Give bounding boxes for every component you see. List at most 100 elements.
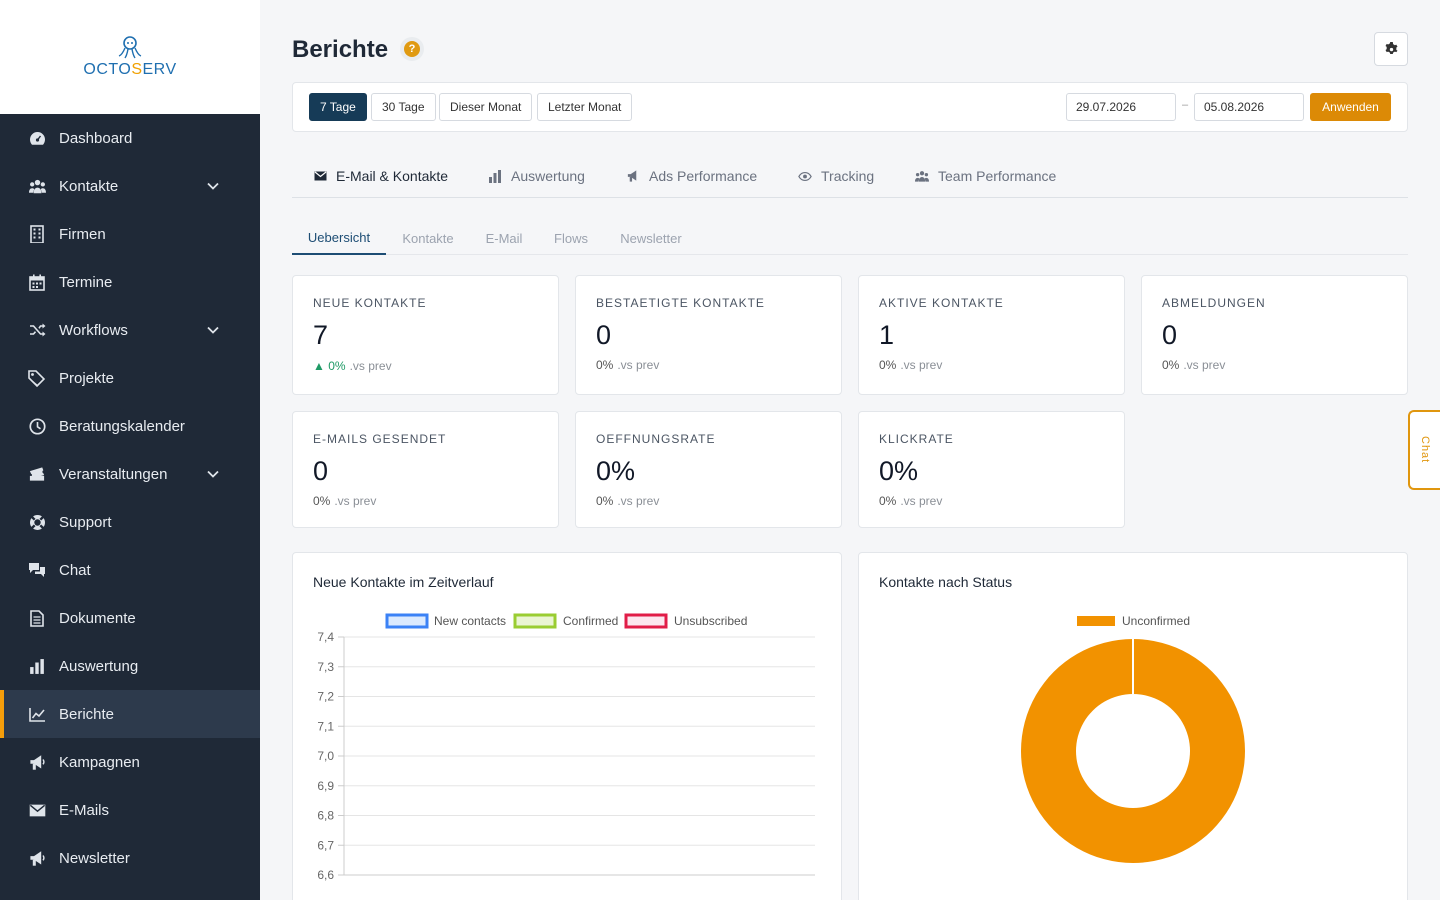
- sidebar-item-termine[interactable]: Termine: [0, 258, 260, 306]
- date-to-input[interactable]: 05.08.2026: [1194, 93, 1304, 121]
- help-icon: ?: [404, 41, 420, 57]
- legend-label[interactable]: New contacts: [434, 614, 506, 628]
- sidebar-item-label: Firmen: [59, 225, 106, 243]
- legend-swatch[interactable]: [624, 613, 668, 629]
- line-chart-icon: [28, 705, 46, 723]
- calendar-icon: [28, 273, 46, 291]
- y-tick-label: 7,1: [317, 719, 334, 733]
- range-30-days-button[interactable]: 30 Tage: [371, 93, 436, 121]
- envelope-icon: [28, 801, 46, 819]
- sidebar-item-label: Dashboard: [59, 129, 133, 147]
- kpi-card: OEFFNUNGSRATE 0% 0% .vs prev: [575, 411, 842, 528]
- tickets-icon: [28, 465, 46, 483]
- octopus-logo-icon: [118, 36, 142, 59]
- building-icon: [28, 225, 46, 243]
- chevron-down-icon: [206, 179, 220, 193]
- line-chart: New contacts Confirmed Unsubscribed 7,4 7,3 7…: [317, 613, 815, 882]
- subtab-email[interactable]: E-Mail: [485, 231, 523, 246]
- subtab-flows[interactable]: Flows: [554, 231, 588, 246]
- page-title: Berichte: [292, 36, 389, 63]
- tab-team-performance[interactable]: Team Performance: [915, 154, 1056, 198]
- sidebar-item-label: Dokumente: [59, 609, 136, 627]
- date-separator: –: [1182, 99, 1189, 111]
- kpi-value: 0%: [596, 456, 636, 486]
- subtab-newsletter[interactable]: Newsletter: [620, 231, 682, 246]
- sidebar-item-chat[interactable]: Chat: [0, 546, 260, 594]
- legend-swatch[interactable]: [385, 613, 429, 629]
- kpi-delta: 0% .vs prev: [879, 358, 943, 372]
- logo[interactable]: OCTOSERV: [0, 0, 260, 114]
- line-chart-card: Neue Kontakte im Zeitverlauf New contact…: [292, 552, 842, 900]
- chat-widget-tab[interactable]: Chat: [1408, 410, 1440, 490]
- sidebar-item-projekte[interactable]: Projekte: [0, 354, 260, 402]
- megaphone-icon: [28, 753, 46, 771]
- range-7-days-button[interactable]: 7 Tage: [309, 93, 367, 121]
- kpi-delta: 0% .vs prev: [313, 494, 377, 508]
- settings-button[interactable]: [1374, 32, 1408, 66]
- kpi-value: 0: [1162, 320, 1178, 350]
- sidebar-item-label: E-Mails: [59, 801, 110, 819]
- date-from-input[interactable]: 29.07.2026: [1066, 93, 1176, 121]
- sidebar-item-veranstaltungen[interactable]: Veranstaltungen: [0, 450, 260, 498]
- kpi-card: BESTAETIGTE KONTAKTE 0 0% .vs prev: [575, 275, 842, 395]
- sidebar-item-workflows[interactable]: Workflows: [0, 306, 260, 354]
- eye-icon: [798, 169, 812, 183]
- chart-title: Neue Kontakte im Zeitverlauf: [313, 574, 494, 590]
- megaphone-icon: [28, 849, 46, 867]
- kpi-label: OEFFNUNGSRATE: [596, 432, 716, 446]
- sidebar: OCTOSERV Dashboard Kontakte Firmen Termine W…: [0, 0, 260, 900]
- shuffle-icon: [28, 321, 46, 339]
- legend-swatch[interactable]: [1077, 616, 1115, 626]
- date-filter-bar: 7 Tage 30 Tage Dieser Monat Letzter Mona…: [292, 82, 1408, 132]
- sidebar-item-label: Berichte: [59, 705, 115, 723]
- kpi-label: AKTIVE KONTAKTE: [879, 296, 1004, 310]
- donut-chart-card: Kontakte nach Status Unconfirmed: [858, 552, 1408, 900]
- legend-swatch[interactable]: [513, 613, 557, 629]
- bar-chart-icon: [28, 657, 46, 675]
- sidebar-item-label: Beratungskalender: [59, 417, 185, 435]
- sidebar-item-dokumente[interactable]: Dokumente: [0, 594, 260, 642]
- sidebar-item-beratungskalender[interactable]: Beratungskalender: [0, 402, 260, 450]
- tags-icon: [28, 369, 46, 387]
- kpi-value: 1: [879, 320, 895, 350]
- kpi-value: 7: [313, 320, 329, 350]
- legend-label[interactable]: Unsubscribed: [674, 614, 747, 628]
- brand-name: OCTOSERV: [83, 61, 177, 78]
- donut-slice[interactable]: [1020, 639, 1245, 863]
- sidebar-item-label: Veranstaltungen: [59, 465, 168, 483]
- kpi-value: 0: [596, 320, 612, 350]
- chevron-down-icon: [206, 323, 220, 337]
- sidebar-item-dashboard[interactable]: Dashboard: [0, 114, 260, 162]
- trend-up-icon: ▲: [313, 359, 325, 373]
- legend-label[interactable]: Unconfirmed: [1122, 614, 1190, 628]
- subtab-uebersicht[interactable]: Uebersicht: [292, 222, 386, 255]
- kpi-delta: 0% .vs prev: [596, 358, 660, 372]
- apply-button[interactable]: Anwenden: [1310, 93, 1391, 121]
- sidebar-item-support[interactable]: Support: [0, 498, 260, 546]
- tab-auswertung[interactable]: Auswertung: [488, 154, 585, 198]
- tab-tracking[interactable]: Tracking: [798, 154, 874, 198]
- kpi-label: E-MAILS GESENDET: [313, 432, 447, 446]
- donut-chart: Unconfirmed: [1020, 614, 1245, 863]
- sidebar-item-kampagnen[interactable]: Kampagnen: [0, 738, 260, 786]
- sidebar-item-newsletter[interactable]: Newsletter: [0, 834, 260, 882]
- tab-email-contacts[interactable]: E-Mail & Kontakte: [313, 154, 448, 198]
- range-last-month-button[interactable]: Letzter Monat: [537, 93, 633, 121]
- sidebar-item-berichte[interactable]: Berichte: [0, 690, 260, 738]
- envelope-icon: [313, 169, 327, 183]
- kpi-card: ABMELDUNGEN 0 0% .vs prev: [1141, 275, 1408, 395]
- dashboard-icon: [28, 129, 46, 147]
- legend-label[interactable]: Confirmed: [563, 614, 618, 628]
- sidebar-item-kontakte[interactable]: Kontakte: [0, 162, 260, 210]
- sidebar-item-e-mails[interactable]: E-Mails: [0, 786, 260, 834]
- tab-ads-performance[interactable]: Ads Performance: [626, 154, 757, 198]
- y-tick-label: 7,2: [317, 690, 334, 704]
- sidebar-item-firmen[interactable]: Firmen: [0, 210, 260, 258]
- sub-tabs: Uebersicht Kontakte E-Mail Flows Newslet…: [292, 222, 1408, 255]
- sidebar-item-auswertung[interactable]: Auswertung: [0, 642, 260, 690]
- help-button[interactable]: ?: [400, 37, 424, 61]
- subtab-kontakte[interactable]: Kontakte: [402, 231, 454, 246]
- chevron-down-icon: [206, 467, 220, 481]
- range-this-month-button[interactable]: Dieser Monat: [439, 93, 533, 121]
- users-icon: [915, 169, 929, 183]
